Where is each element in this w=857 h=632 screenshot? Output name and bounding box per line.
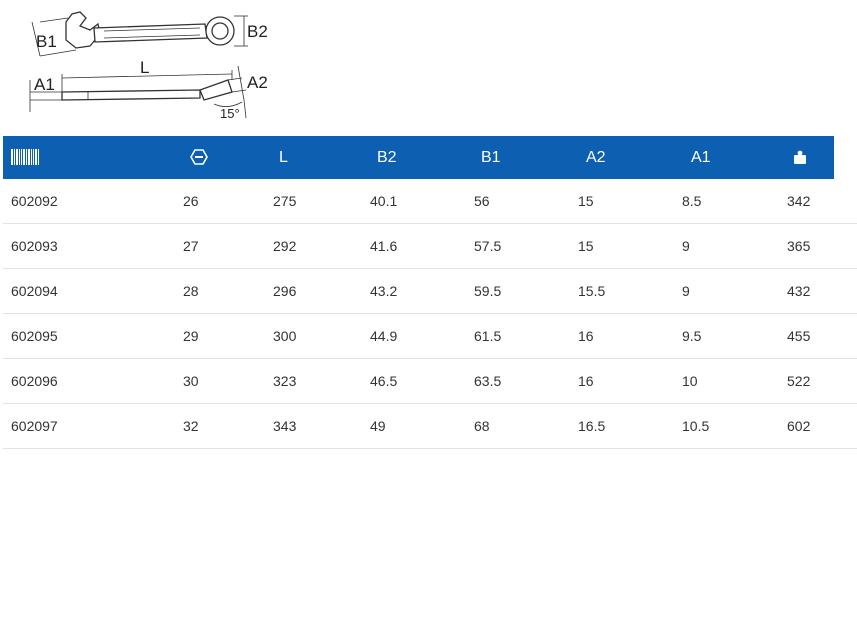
column-header-a2: A2 [586, 149, 606, 166]
cell-b2: 40.1 [370, 193, 398, 209]
wrench-dimension-diagram: B1 B2 L A1 A2 15° [29, 11, 268, 121]
column-header-l: L [279, 149, 288, 166]
cell-weight: 342 [787, 193, 811, 209]
cell-a1: 10 [682, 373, 698, 389]
cell-size: 27 [183, 238, 199, 254]
column-header-size [190, 136, 208, 179]
cell-l: 300 [273, 328, 297, 344]
cell-weight: 522 [787, 373, 811, 389]
cell-a2: 15 [578, 238, 594, 254]
column-header-article [11, 136, 39, 179]
cell-b2: 44.9 [370, 328, 398, 344]
cell-a2: 16 [578, 373, 594, 389]
label-a2: A2 [247, 73, 268, 92]
hex-nut-icon [190, 149, 208, 165]
column-header-b2: B2 [377, 149, 397, 166]
cell-b1: 63.5 [474, 373, 502, 389]
cell-a1: 9 [682, 238, 690, 254]
table-row: 602095 29 300 44.9 61.5 16 9.5 455 [3, 314, 857, 359]
cell-weight: 432 [787, 283, 811, 299]
label-angle: 15° [220, 106, 240, 121]
cell-b2: 46.5 [370, 373, 398, 389]
table-row: 602093 27 292 41.6 57.5 15 9 365 [3, 224, 857, 269]
cell-a2: 15 [578, 193, 594, 209]
cell-article: 602096 [11, 373, 58, 389]
table-header: L B2 B1 A2 A1 [3, 136, 834, 179]
cell-l: 296 [273, 283, 297, 299]
cell-size: 26 [183, 193, 199, 209]
cell-a2: 16 [578, 328, 594, 344]
wrench-side-view [61, 79, 233, 101]
cell-weight: 365 [787, 238, 811, 254]
cell-size: 30 [183, 373, 199, 389]
barcode-icon [11, 149, 39, 165]
cell-b1: 61.5 [474, 328, 502, 344]
cell-size: 29 [183, 328, 199, 344]
cell-a1: 9.5 [682, 328, 702, 344]
label-a1: A1 [34, 75, 55, 94]
cell-b2: 43.2 [370, 283, 398, 299]
l-dimension [61, 70, 233, 92]
cell-weight: 455 [787, 328, 811, 344]
cell-b1: 57.5 [474, 238, 502, 254]
cell-a1: 9 [682, 283, 690, 299]
cell-a2: 15.5 [578, 283, 606, 299]
cell-article: 602093 [11, 238, 58, 254]
cell-weight: 602 [787, 418, 811, 434]
cell-b1: 56 [474, 193, 490, 209]
cell-size: 32 [183, 418, 199, 434]
a1-dimension [29, 80, 62, 112]
a2-dimension [227, 65, 247, 101]
cell-l: 323 [273, 373, 297, 389]
cell-l: 292 [273, 238, 297, 254]
column-header-b1: B1 [481, 149, 501, 166]
cell-size: 28 [183, 283, 199, 299]
column-header-a1: A1 [691, 149, 711, 166]
cell-l: 343 [273, 418, 297, 434]
table-row: 602092 26 275 40.1 56 15 8.5 342 [3, 179, 857, 224]
cell-a2: 16.5 [578, 418, 606, 434]
label-b2: B2 [247, 22, 268, 41]
wrench-top-view [65, 11, 235, 49]
column-header-weight [793, 136, 807, 179]
cell-article: 602092 [11, 193, 58, 209]
b1-dimension [31, 17, 77, 57]
cell-article: 602095 [11, 328, 58, 344]
product-table: L B2 B1 A2 A1 602092 26 275 40.1 56 15 8… [3, 136, 857, 449]
cell-article: 602094 [11, 283, 58, 299]
table-row: 602094 28 296 43.2 59.5 15.5 9 432 [3, 269, 857, 314]
label-l: L [140, 58, 149, 77]
cell-a1: 10.5 [682, 418, 710, 434]
weight-icon [794, 150, 806, 164]
cell-a1: 8.5 [682, 193, 702, 209]
label-b1: B1 [36, 32, 57, 51]
cell-b2: 49 [370, 418, 386, 434]
cell-b1: 59.5 [474, 283, 502, 299]
table-row: 602096 30 323 46.5 63.5 16 10 522 [3, 359, 857, 404]
b2-dimension [234, 15, 248, 47]
table-row: 602097 32 343 49 68 16.5 10.5 602 [3, 404, 857, 449]
cell-b2: 41.6 [370, 238, 398, 254]
cell-article: 602097 [11, 418, 58, 434]
cell-b1: 68 [474, 418, 490, 434]
angle-dimension [213, 99, 247, 119]
cell-l: 275 [273, 193, 297, 209]
